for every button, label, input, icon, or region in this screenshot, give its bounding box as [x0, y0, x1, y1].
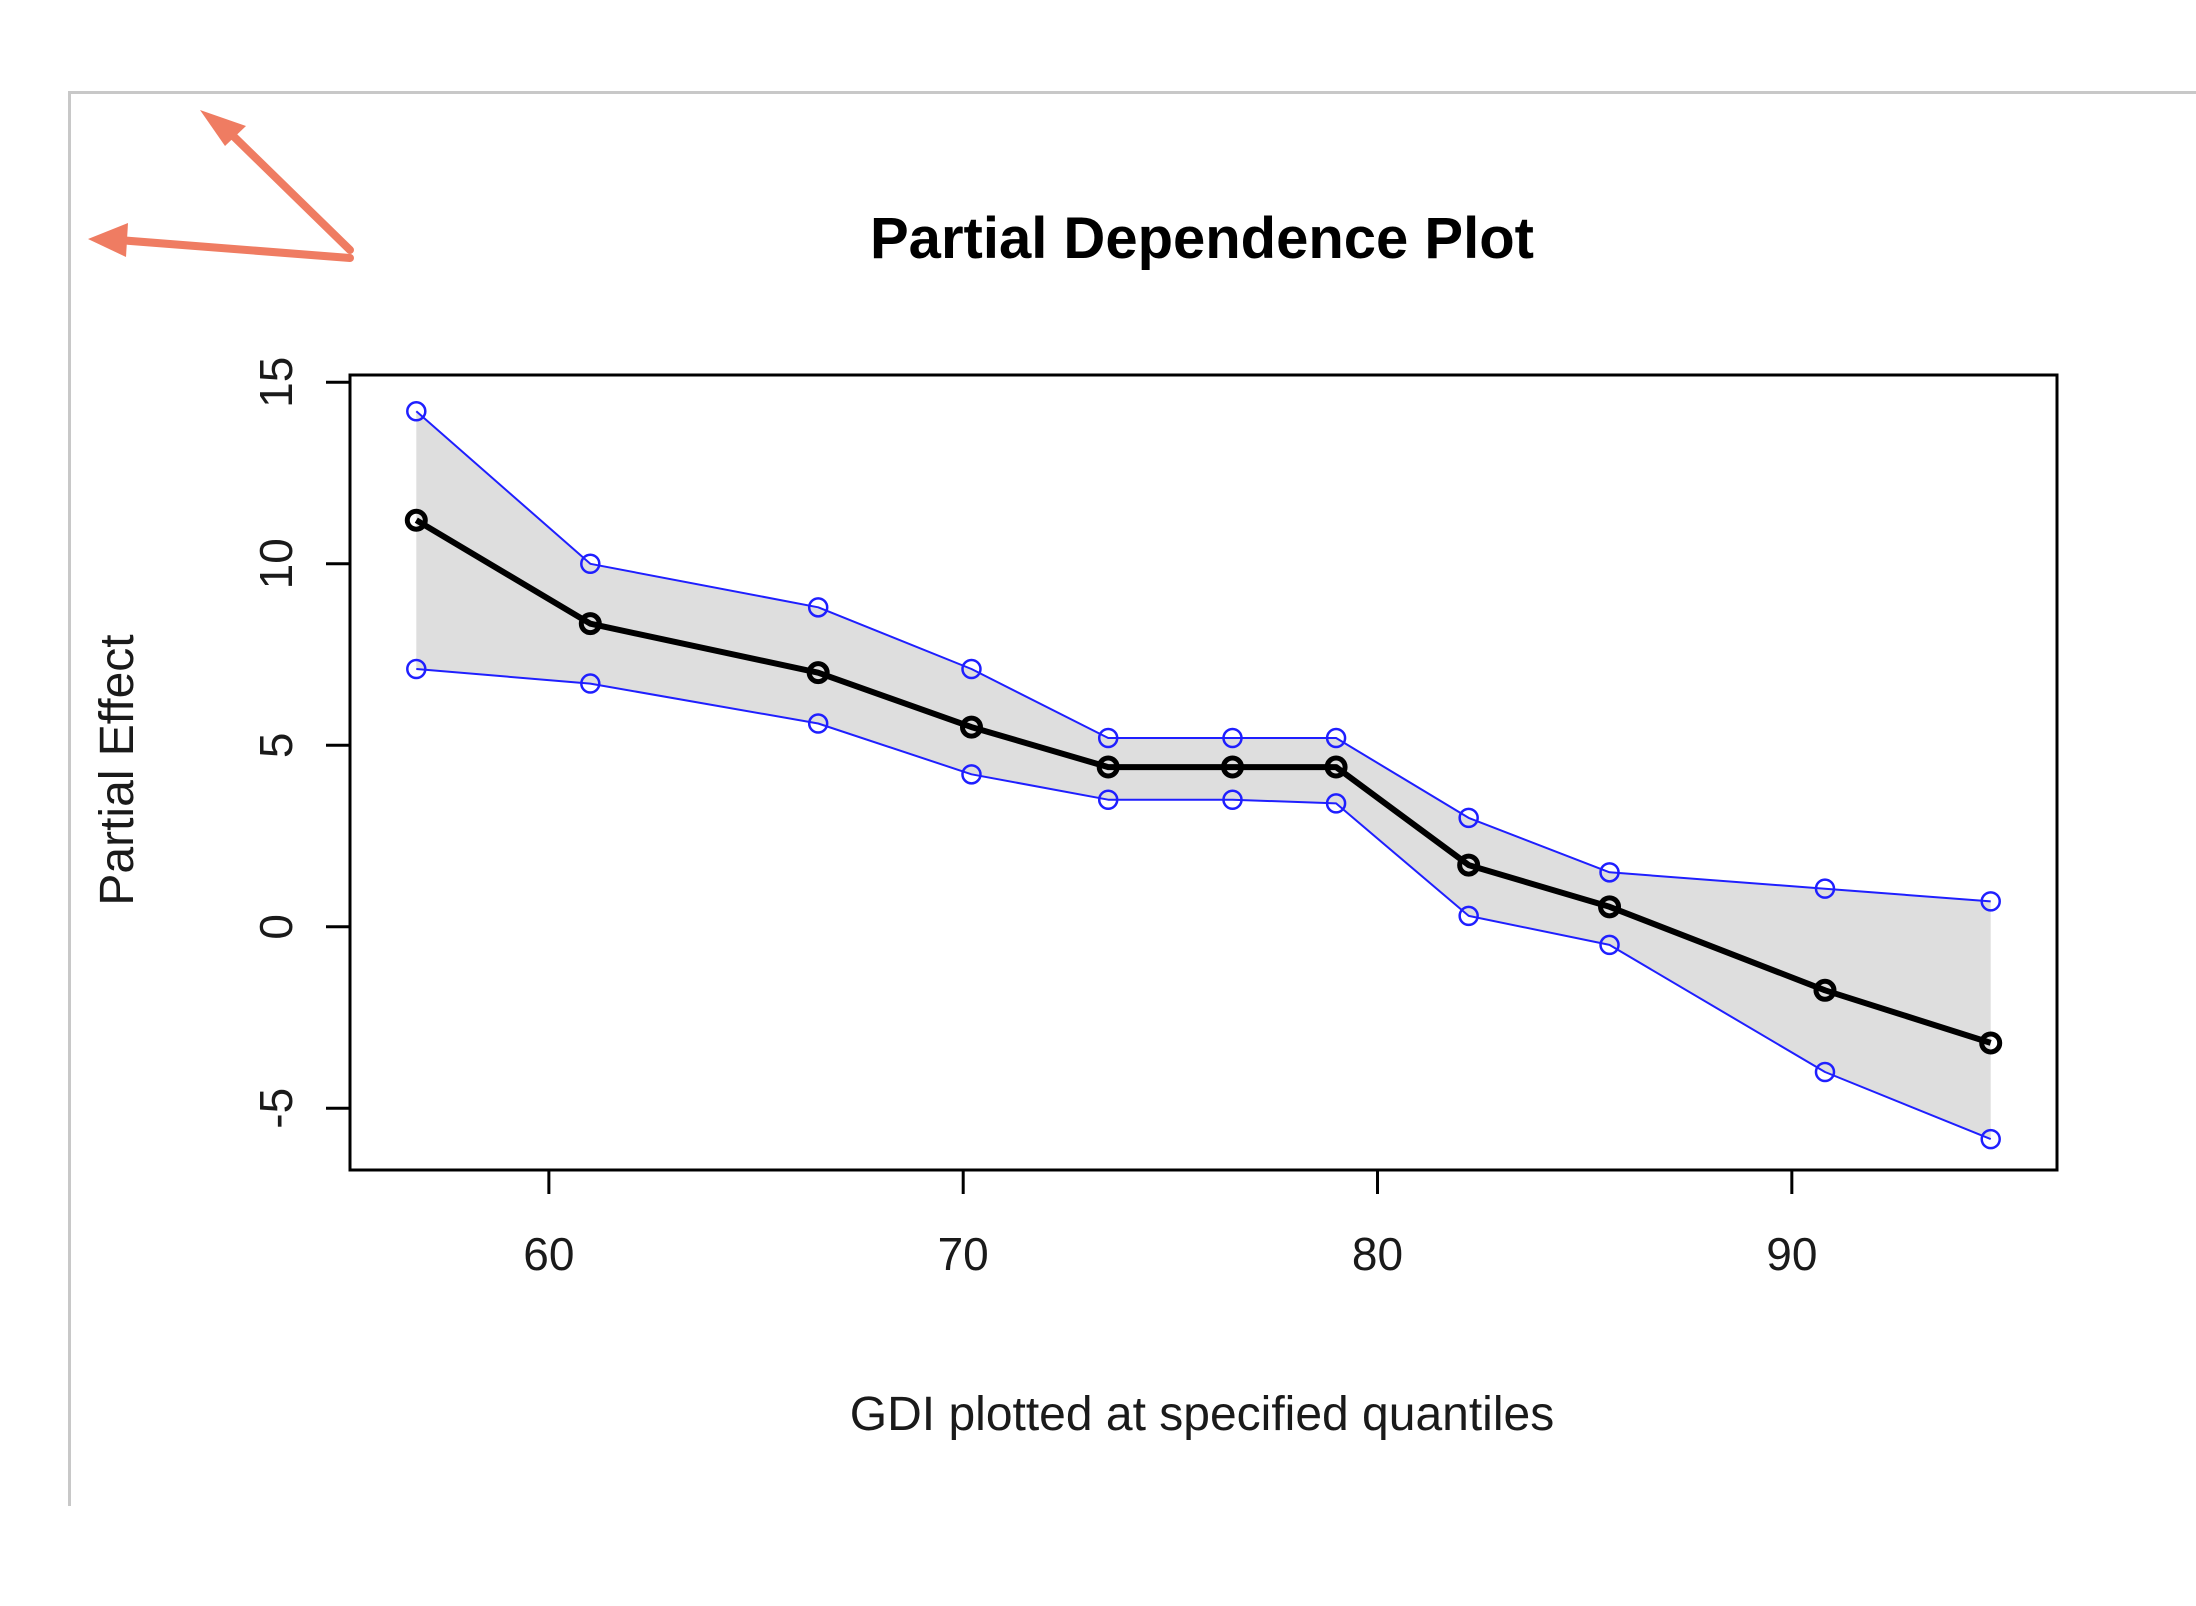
frame-left-border: [68, 91, 71, 1506]
y-tick-label: 15: [250, 357, 302, 408]
lower-bound-point: [406, 658, 427, 680]
partial-effect-point: [1221, 755, 1245, 779]
y-axis-label: Partial Effect: [91, 634, 144, 905]
partial-effect-point: [1324, 755, 1348, 779]
y-axis: -5 0 5 10 15: [250, 357, 350, 1129]
upper-bound-point: [580, 553, 601, 575]
lower-bound-point: [1097, 789, 1119, 810]
partial-effect-point: [404, 508, 428, 532]
partial-effect-point: [959, 715, 983, 739]
upper-bound-point: [1980, 891, 2001, 912]
upper-bound-line: [415, 410, 1991, 903]
y-tick-label: -5: [250, 1088, 302, 1129]
upper-bound-point: [807, 597, 829, 618]
annotation-arrows: [88, 110, 354, 262]
upper-bound-point: [1814, 878, 1836, 899]
partial-effect-point: [806, 661, 830, 685]
lower-bound-point: [1980, 1128, 2001, 1150]
marker-layer: [404, 401, 2003, 1150]
arrow-head: [200, 110, 246, 146]
x-tick-label: 90: [1766, 1228, 1817, 1280]
lower-bound-point: [1222, 789, 1243, 810]
lower-bound-point: [807, 713, 829, 734]
upper-bound-point: [1599, 862, 1620, 883]
x-axis: 60 70 80 90: [523, 1170, 1817, 1280]
partial-effect-line: [414, 517, 1992, 1046]
lower-bound-point: [1458, 905, 1479, 927]
upper-bound-point: [1222, 727, 1243, 749]
partial-effect-point: [1813, 978, 1837, 1002]
chart-title: Partial Dependence Plot: [870, 206, 1534, 271]
partial-effect-point: [1457, 853, 1481, 877]
lower-bound-point: [1325, 793, 1347, 814]
upper-bound-point: [1458, 807, 1479, 829]
arrow-shaft: [218, 121, 354, 254]
y-tick-label: 10: [250, 538, 302, 589]
arrow-head: [88, 223, 128, 257]
confidence-band: [416, 411, 1991, 1140]
x-tick-label: 70: [938, 1228, 989, 1280]
upper-bound-point: [1097, 727, 1119, 749]
lower-bound-point: [961, 764, 982, 785]
lower-bound-point: [1599, 934, 1620, 956]
plot-border: [348, 373, 2059, 1172]
lower-bound-line: [416, 668, 1992, 1141]
partial-effect-point: [1598, 895, 1622, 919]
upper-bound-point: [961, 658, 982, 680]
lower-bound-point: [580, 673, 601, 694]
x-tick-label: 60: [523, 1228, 574, 1280]
frame-top-border: [68, 91, 2196, 94]
partial-effect-point: [578, 612, 602, 636]
upper-bound-point: [1325, 727, 1347, 749]
lower-bound-point: [1814, 1061, 1836, 1083]
partial-effect-point: [1979, 1031, 2003, 1055]
y-tick-label: 5: [250, 732, 302, 758]
series-layer: [414, 410, 1992, 1141]
x-axis-label: GDI plotted at specified quantiles: [850, 1388, 1554, 1441]
y-tick-label: 0: [250, 914, 302, 940]
x-tick-label: 80: [1352, 1228, 1403, 1280]
upper-bound-point: [406, 401, 427, 422]
confidence-band-area: [416, 411, 1991, 1140]
arrow-shaft: [114, 236, 354, 262]
partial-effect-point: [1096, 755, 1120, 779]
